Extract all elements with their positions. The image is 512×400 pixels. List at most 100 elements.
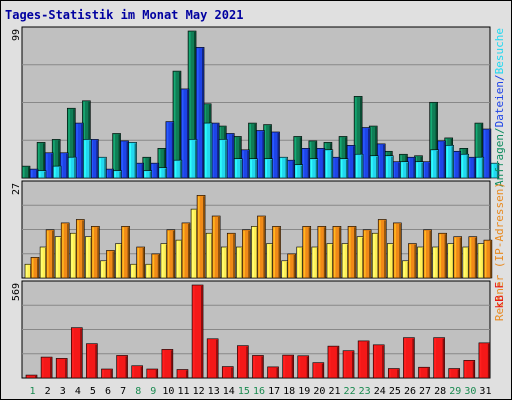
- bar-besuche-day-30: [475, 156, 485, 179]
- x-tick-label-day-2: 2: [45, 386, 51, 397]
- bar-besuche-day-8: [143, 170, 152, 179]
- bar-ip-adressen-day-22: [347, 226, 357, 279]
- bar-kb-f-day-24: [372, 344, 385, 379]
- x-tick-label-day-25: 25: [389, 386, 401, 397]
- bar-besuche-day-12: [203, 122, 213, 179]
- right-axis-label-part: Rechner (IP-Adressen): [493, 182, 506, 321]
- bar-dateien-day-23: [361, 127, 371, 179]
- bar-besuche-day-25: [400, 161, 409, 179]
- bar-kb-f-day-27: [418, 366, 430, 379]
- x-tick-label-day-22: 22: [344, 386, 356, 397]
- x-tick-label-day-18: 18: [283, 386, 295, 397]
- right-axis-label-top: Anfragen/Dateien/Besuche: [493, 28, 506, 187]
- x-tick-label-day-7: 7: [120, 386, 126, 397]
- bar-dateien-day-1: [29, 168, 39, 179]
- chart-panel-bottom: 569 kB F: [11, 280, 506, 379]
- bar-besuche-day-29: [460, 153, 470, 179]
- bar-kb-f-day-5: [86, 343, 98, 379]
- bar-kb-f-day-8: [131, 365, 143, 379]
- bar-ip-adressen-day-18: [287, 253, 296, 279]
- bar-dateien-day-2: [44, 152, 54, 179]
- bar-ip-adressen-day-21: [332, 226, 342, 279]
- bar-ip-adressen-day-31: [483, 239, 493, 279]
- bar-besuche-day-9: [158, 167, 168, 179]
- chart-panel-middle: 27 Rechner (IP-Adressen): [11, 180, 506, 321]
- bar-kb-f-day-13: [206, 338, 219, 379]
- bar-kb-f-day-23: [357, 340, 370, 379]
- x-tick-label-day-16: 16: [253, 386, 265, 397]
- x-tick-label-day-14: 14: [223, 386, 235, 397]
- bar-besuche-day-26: [415, 161, 424, 179]
- bar-kb-f-day-12: [191, 284, 204, 379]
- bar-kb-f-day-26: [403, 337, 415, 379]
- bar-kb-f-day-4: [70, 327, 83, 379]
- bar-besuche-day-21: [339, 158, 349, 179]
- y-max-label: 99: [11, 29, 22, 41]
- bar-kb-f-day-6: [101, 368, 113, 379]
- bar-kb-f-day-22: [342, 350, 355, 379]
- x-tick-label-day-31: 31: [479, 386, 491, 397]
- bar-anfragen-day-1: [21, 165, 31, 179]
- x-tick-label-day-27: 27: [419, 386, 431, 397]
- bar-ip-adressen-day-24: [377, 219, 387, 279]
- bar-besuche-day-31: [490, 162, 500, 179]
- bar-ip-adressen-day-7: [121, 226, 130, 279]
- x-tick-label-day-3: 3: [60, 386, 66, 397]
- right-axis-label-part: Dateien: [493, 81, 506, 127]
- bar-ip-adressen-day-4: [75, 219, 85, 279]
- bar-ip-adressen-day-3: [60, 222, 70, 279]
- bar-ip-adressen-day-6: [106, 250, 115, 279]
- x-tick-label-day-1: 1: [30, 386, 36, 397]
- y-max-label: 569: [11, 283, 22, 301]
- chart-panel-top: 99 Anfragen/Dateien/Besuche: [11, 26, 506, 187]
- bar-kb-f-day-9: [146, 368, 159, 379]
- bar-besuche-day-11: [188, 139, 198, 179]
- bar-besuche-day-23: [369, 155, 379, 179]
- bar-besuche-day-1: [37, 170, 47, 179]
- bar-kb-f-day-28: [433, 337, 445, 379]
- x-tick-label-day-20: 20: [313, 386, 325, 397]
- bar-besuche-day-2: [52, 165, 62, 179]
- bar-ip-adressen-day-1: [30, 257, 40, 279]
- right-axis-label-part: Besuche: [493, 28, 506, 74]
- bar-dateien-day-16: [256, 130, 265, 179]
- bar-besuche-day-28: [445, 145, 454, 179]
- x-tick-label-day-15: 15: [238, 386, 250, 397]
- bar-kb-f-day-3: [55, 358, 68, 379]
- bar-ip-adressen-day-19: [302, 226, 312, 279]
- x-tick-label-day-13: 13: [208, 386, 220, 397]
- bar-dateien-day-11: [180, 88, 190, 179]
- bar-kb-f-day-21: [327, 345, 340, 379]
- bar-ip-adressen-day-9: [151, 253, 161, 279]
- bar-besuche-day-6: [113, 170, 122, 179]
- right-axis-label-part: /: [493, 74, 506, 81]
- x-tick-label-day-8: 8: [135, 386, 141, 397]
- x-tick-label-day-12: 12: [193, 386, 205, 397]
- bar-ip-adressen-day-10: [166, 229, 176, 279]
- right-axis-label-bottom: kB F: [493, 282, 506, 309]
- x-tick-label-day-9: 9: [150, 386, 156, 397]
- bar-ip-adressen-day-12: [196, 195, 206, 279]
- bar-kb-f-day-29: [448, 368, 461, 379]
- bar-besuche-day-15: [249, 158, 258, 179]
- bar-kb-f-day-20: [312, 362, 325, 379]
- bar-besuche-day-5: [98, 156, 107, 179]
- bar-besuche-day-3: [67, 156, 77, 179]
- bar-besuche-day-22: [354, 153, 364, 179]
- bar-ip-adressen-day-13: [211, 215, 221, 279]
- chart-title: Tages-Statistik im Monat May 2021: [5, 8, 244, 22]
- bar-ip-adressen-day-30: [468, 236, 478, 279]
- x-tick-label-day-24: 24: [374, 386, 386, 397]
- x-tick-label-day-10: 10: [162, 386, 174, 397]
- bar-dateien-day-12: [195, 47, 205, 179]
- bar-ip-adressen-day-27: [423, 229, 432, 279]
- bar-kb-f-day-16: [252, 355, 264, 379]
- y-max-label: 27: [11, 183, 22, 195]
- bar-dateien-day-31: [482, 128, 492, 179]
- x-tick-label-day-26: 26: [404, 386, 416, 397]
- bar-besuche-day-14: [233, 158, 243, 179]
- bar-kb-f-day-31: [478, 342, 491, 379]
- bar-besuche-day-7: [128, 142, 137, 179]
- right-axis-label-middle: Rechner (IP-Adressen): [493, 182, 506, 321]
- x-tick-label-day-17: 17: [268, 386, 280, 397]
